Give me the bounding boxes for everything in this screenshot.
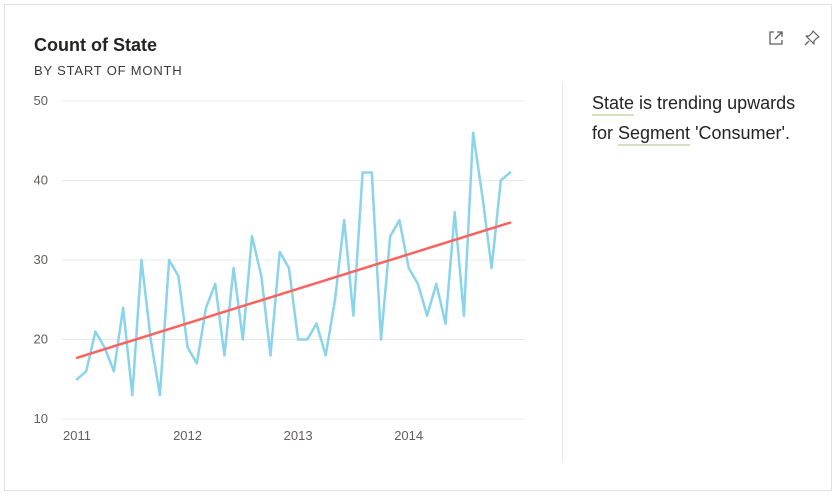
x-tick-label: 2013 [284,428,313,443]
data-point [490,266,493,270]
data-point [481,195,484,198]
data-point [158,393,162,397]
y-tick-label: 10 [34,411,48,426]
data-point [315,322,318,325]
data-point [407,266,410,270]
data-point [232,266,235,270]
data-point [269,354,272,357]
series-line [75,131,512,397]
data-point [204,306,208,309]
data-point [425,314,429,317]
chart-subtitle: BY START OF MONTH [34,63,183,78]
data-point [140,258,143,262]
data-point [94,330,97,333]
trend-line [75,221,512,360]
data-point [296,338,300,341]
x-tick-label: 2011 [63,428,91,443]
x-tick-label: 2014 [394,428,423,443]
data-point [112,370,116,373]
data-point [471,131,475,134]
expand-icon[interactable] [765,27,787,49]
data-point [416,282,420,286]
data-point [453,211,456,214]
chart-title: Count of State [34,35,157,55]
data-point [121,306,125,309]
data-point [186,346,189,349]
panel-divider [562,82,563,462]
data-point [342,219,346,222]
insight-text-2: 'Consumer'. [690,123,790,143]
data-point [223,354,226,357]
y-tick-label: 30 [34,252,48,267]
data-point [306,338,309,341]
data-point [398,219,401,222]
data-point [389,234,392,238]
data-point [444,322,447,325]
data-point [499,179,502,182]
data-point [435,282,438,286]
data-point [462,314,466,317]
data-point [149,338,152,341]
insight-field-link[interactable]: State [592,93,635,116]
insight-panel: State is trending upwards for Segment 'C… [592,88,817,148]
chart-card: Count of State BY START OF MONTH [4,4,832,491]
x-tick-label: 2012 [173,428,202,443]
pin-icon[interactable] [801,27,823,49]
data-point [167,258,171,262]
data-point [131,393,134,397]
data-point [508,171,512,174]
insight-segment-link[interactable]: Segment [618,123,691,146]
data-point [213,282,217,286]
data-point [241,338,245,341]
data-point [85,370,88,373]
data-point [352,314,355,317]
data-point [195,362,198,365]
card-header-icons [765,27,823,49]
y-tick-label: 40 [34,173,48,188]
data-point [278,250,281,254]
data-point [75,378,79,381]
data-point [250,234,254,238]
y-tick-label: 50 [34,93,48,108]
data-point [260,274,263,278]
data-point [333,298,337,301]
data-point [287,266,291,270]
data-point [379,338,383,341]
data-point [324,354,327,357]
data-point [370,171,374,174]
data-point [361,171,364,174]
insight-text-1: is trending upwards for [592,93,796,143]
data-point [177,274,180,278]
y-tick-label: 20 [34,332,48,347]
